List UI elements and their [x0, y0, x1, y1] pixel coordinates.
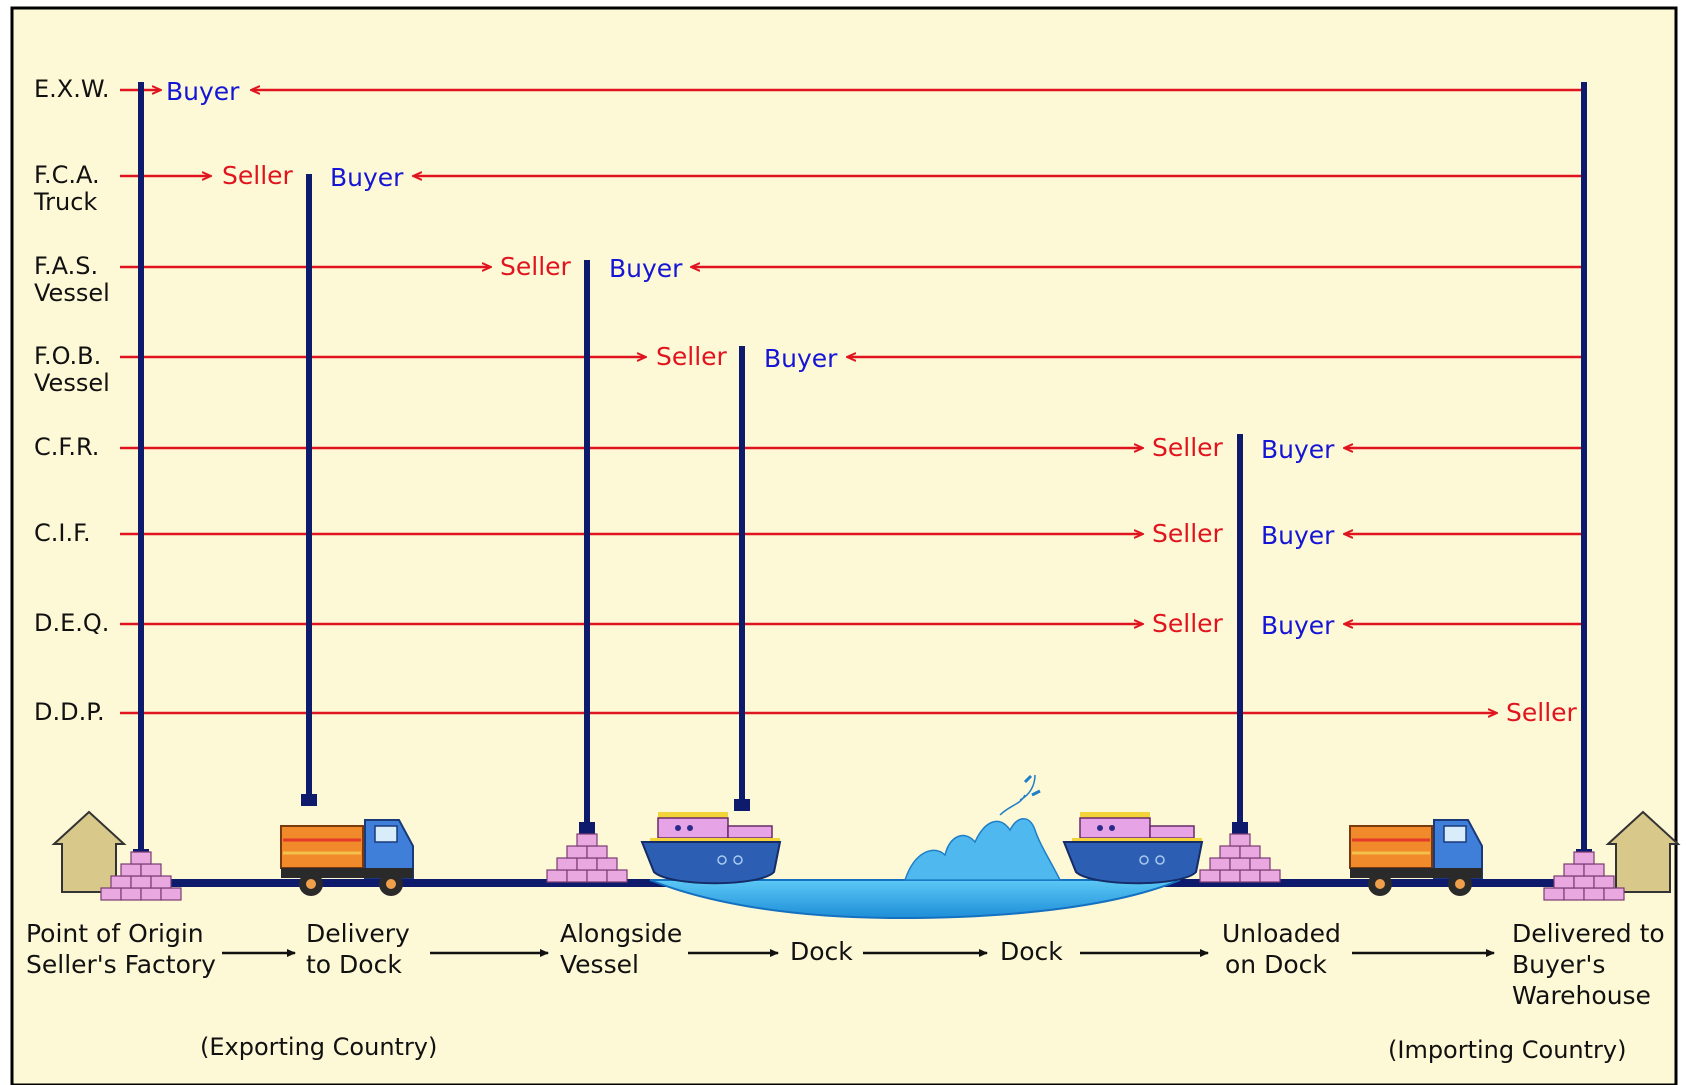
stage-label-delivered: Delivered to Buyer's Warehouse — [1512, 919, 1665, 1010]
stage-labels: Point of Origin Seller's Factory Delivery t… — [26, 919, 1665, 1010]
truck-icon — [1349, 819, 1483, 896]
stage-label-dock-import: Dock — [1000, 937, 1063, 966]
responsibility-lines — [120, 90, 1584, 713]
pallet-stack-icon — [1199, 833, 1281, 883]
transfer-post-cap — [301, 794, 317, 806]
stage-label-alongside: Alongside Vessel — [560, 919, 682, 979]
stage-label-unloaded: Unloaded on Dock — [1222, 919, 1341, 979]
seller-label-cif: Seller — [1152, 519, 1224, 548]
buyer-label-deq: Buyer — [1261, 611, 1335, 640]
seller-label-fob: Seller — [656, 342, 728, 371]
ship-icon — [1062, 812, 1204, 885]
stage-label-delivery-dock: Delivery to Dock — [306, 919, 410, 979]
term-label-line: D.D.P. — [34, 698, 105, 726]
term-label-deq: D.E.Q. — [34, 609, 109, 637]
term-label-line: F.A.S. — [34, 252, 98, 280]
term-label-line: Truck — [33, 188, 97, 216]
stage-label-line: Delivery — [306, 919, 410, 948]
buyer-label-fca: Buyer — [330, 163, 404, 192]
term-label-ddp: D.D.P. — [34, 698, 105, 726]
stage-label-origin: Point of Origin Seller's Factory — [26, 919, 216, 979]
term-label-cif: C.I.F. — [34, 519, 91, 547]
seller-label-fca: Seller — [222, 161, 294, 190]
pallet-stack-icon — [546, 833, 628, 883]
buyer-label-fas: Buyer — [609, 254, 683, 283]
stage-label-line: Dock — [1000, 937, 1063, 966]
stage-label-line: Point of Origin — [26, 919, 204, 948]
stage-label-line: to Dock — [306, 950, 402, 979]
party-labels: Buyer Seller Buyer Seller Buyer Seller Buyer Se… — [166, 77, 1578, 727]
ship-icon — [640, 812, 782, 885]
buyer-label-cfr: Buyer — [1261, 435, 1335, 464]
stage-label-line: Unloaded — [1222, 919, 1341, 948]
pallet-stack-icon — [100, 851, 182, 901]
buyer-label-exw: Buyer — [166, 77, 240, 106]
stage-label-line: Warehouse — [1512, 981, 1651, 1010]
term-label-line: E.X.W. — [34, 75, 109, 103]
term-label-line: D.E.Q. — [34, 609, 109, 637]
importing-country-label: (Importing Country) — [1388, 1036, 1626, 1064]
term-label-exw: E.X.W. — [34, 75, 109, 103]
term-label-fca: F.C.A. Truck — [33, 161, 100, 216]
seller-label-deq: Seller — [1152, 609, 1224, 638]
stage-label-line: Dock — [790, 937, 853, 966]
transfer-post-cap — [579, 822, 595, 834]
stage-label-line: Delivered to — [1512, 919, 1665, 948]
transfer-post-cap — [1232, 822, 1248, 834]
water-icon — [649, 879, 1181, 920]
truck-icon — [280, 819, 414, 896]
exporting-country-label: (Exporting Country) — [200, 1033, 437, 1061]
seller-label-ddp: Seller — [1506, 698, 1578, 727]
stage-label-line: Buyer's — [1512, 950, 1605, 979]
term-label-line: C.F.R. — [34, 433, 99, 461]
wave-splash-icon — [903, 774, 1062, 881]
stage-label-dock-export: Dock — [790, 937, 853, 966]
term-label-fas: F.A.S. Vessel — [34, 252, 110, 307]
buyer-label-cif: Buyer — [1261, 521, 1335, 550]
pallet-stack-icon — [1543, 851, 1625, 901]
stage-label-line: Seller's Factory — [26, 950, 216, 979]
house-icon — [51, 810, 127, 893]
term-label-fob: F.O.B. Vessel — [34, 342, 110, 397]
term-label-line: F.C.A. — [34, 161, 100, 189]
seller-label-cfr: Seller — [1152, 433, 1224, 462]
term-label-line: Vessel — [34, 369, 110, 397]
stage-label-line: Alongside — [560, 919, 682, 948]
house-icon — [1605, 810, 1681, 893]
stage-label-line: Vessel — [560, 950, 639, 979]
transfer-post-cap — [734, 799, 750, 811]
stage-label-line: on Dock — [1225, 950, 1327, 979]
term-label-line: Vessel — [34, 279, 110, 307]
buyer-label-fob: Buyer — [764, 344, 838, 373]
transfer-posts — [133, 82, 1592, 861]
seller-label-fas: Seller — [500, 252, 572, 281]
term-label-line: F.O.B. — [34, 342, 101, 370]
term-label-line: C.I.F. — [34, 519, 91, 547]
term-label-cfr: C.F.R. — [34, 433, 99, 461]
